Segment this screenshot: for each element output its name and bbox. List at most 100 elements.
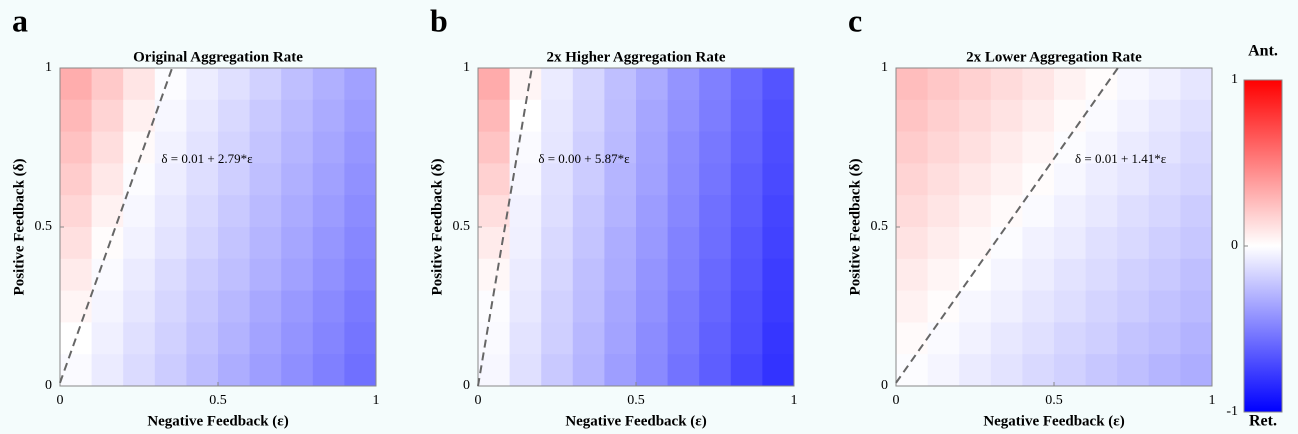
heatmap-cell (312, 163, 345, 196)
heatmap-cell (478, 322, 511, 355)
heatmap-cell (186, 68, 219, 101)
heatmap-cell (730, 195, 763, 228)
heatmap-cell (927, 163, 960, 196)
x-tick-label: 1 (373, 393, 380, 408)
heatmap-cell (1085, 68, 1118, 101)
heatmap-cell (1054, 290, 1087, 323)
heatmap-cell (604, 99, 637, 133)
heatmap-cell (730, 68, 763, 101)
heatmap-cell (896, 163, 929, 196)
heatmap-cell (541, 163, 574, 196)
y-axis-label: Positive Feedback (δ) (847, 159, 863, 296)
heatmap-cell (1180, 290, 1213, 323)
heatmap-cell (699, 163, 732, 196)
heatmap-cell (1054, 163, 1087, 196)
heatmap-cell (730, 131, 763, 164)
heatmap-cell (1117, 195, 1150, 228)
heatmap-cell (762, 195, 795, 228)
heatmap-cell (1022, 258, 1055, 292)
panel-title: Original Aggregation Rate (133, 49, 303, 65)
heatmap-cell (1085, 290, 1118, 323)
heatmap-cell (509, 290, 542, 323)
heatmap-cell (249, 163, 282, 196)
heatmap-cell (1117, 131, 1150, 164)
heatmap-cell (1054, 227, 1087, 260)
x-axis-label: Negative Feedback (ε) (983, 413, 1124, 429)
heatmap-cell (896, 99, 929, 133)
heatmap-cell (1180, 258, 1213, 292)
heatmap-cell (699, 227, 732, 260)
heatmap-cell (959, 322, 992, 355)
heatmap-cell (60, 322, 93, 355)
heatmap-cell (699, 131, 732, 164)
heatmap-cell (762, 163, 795, 196)
heatmap-cell (154, 322, 187, 355)
heatmap-cell (249, 227, 282, 260)
panel-title: 2x Lower Aggregation Rate (966, 49, 1142, 65)
heatmap-cell (218, 322, 251, 355)
heatmap-cell (1117, 99, 1150, 133)
heatmap-cell (990, 354, 1023, 387)
y-axis-label: Positive Feedback (δ) (429, 159, 445, 296)
heatmap-cell (281, 99, 314, 133)
heatmap-cell (699, 322, 732, 355)
heatmap-cell (636, 354, 669, 387)
heatmap-cell (186, 258, 219, 292)
heatmap-cell (186, 163, 219, 196)
heatmap-cell (281, 163, 314, 196)
heatmap-cell (312, 131, 345, 164)
heatmap-cell (60, 195, 93, 228)
x-tick-label: 0 (57, 393, 64, 408)
heatmap-cell (91, 99, 124, 133)
heatmap-cell (344, 99, 377, 133)
heatmap-cell (509, 195, 542, 228)
heatmap-cell (636, 227, 669, 260)
heatmap-cell (60, 99, 93, 133)
heatmap-cell (541, 195, 574, 228)
heatmap-cell (1085, 258, 1118, 292)
heatmap-cell (959, 99, 992, 133)
heatmap-cell (959, 290, 992, 323)
heatmap-cell (249, 99, 282, 133)
heatmap-cell (509, 99, 542, 133)
heatmap-cell (762, 322, 795, 355)
heatmap-cell (509, 322, 542, 355)
heatmap-cell (990, 68, 1023, 101)
heatmap-cell (1148, 195, 1181, 228)
heatmap-cell (344, 258, 377, 292)
x-tick-label: 0.5 (1045, 393, 1063, 408)
heatmap-cell (218, 99, 251, 133)
heatmap-cell (1054, 322, 1087, 355)
heatmap-cell (509, 354, 542, 387)
heatmap-cell (1022, 68, 1055, 101)
heatmap-cell (927, 354, 960, 387)
heatmap-cell (730, 322, 763, 355)
panel-letter: c (848, 2, 862, 38)
heatmap-cell (762, 258, 795, 292)
heatmap-cell (91, 68, 124, 101)
y-tick-label: 1 (45, 60, 52, 75)
fit-label: δ = 0.00 + 5.87*ε (538, 151, 630, 166)
heatmap-cell (91, 322, 124, 355)
heatmap-cell (667, 195, 700, 228)
heatmap-cell (990, 290, 1023, 323)
heatmap-cell (478, 163, 511, 196)
heatmap-cell (1117, 227, 1150, 260)
heatmap-cell (218, 354, 251, 387)
x-axis-label: Negative Feedback (ε) (565, 413, 706, 429)
heatmap-cell (344, 195, 377, 228)
heatmap-cell (60, 163, 93, 196)
fit-line (477, 67, 533, 387)
heatmap-cell (636, 68, 669, 101)
heatmap-cell (154, 258, 187, 292)
heatmap-cell (123, 354, 156, 387)
heatmap-cell (91, 227, 124, 260)
heatmap-cell (541, 68, 574, 101)
heatmap-cell (604, 322, 637, 355)
heatmap-cell (541, 354, 574, 387)
heatmap-cell (281, 195, 314, 228)
heatmap-cell (572, 163, 605, 196)
heatmap-cell (667, 163, 700, 196)
heatmap-cell (572, 131, 605, 164)
heatmap-cell (218, 227, 251, 260)
